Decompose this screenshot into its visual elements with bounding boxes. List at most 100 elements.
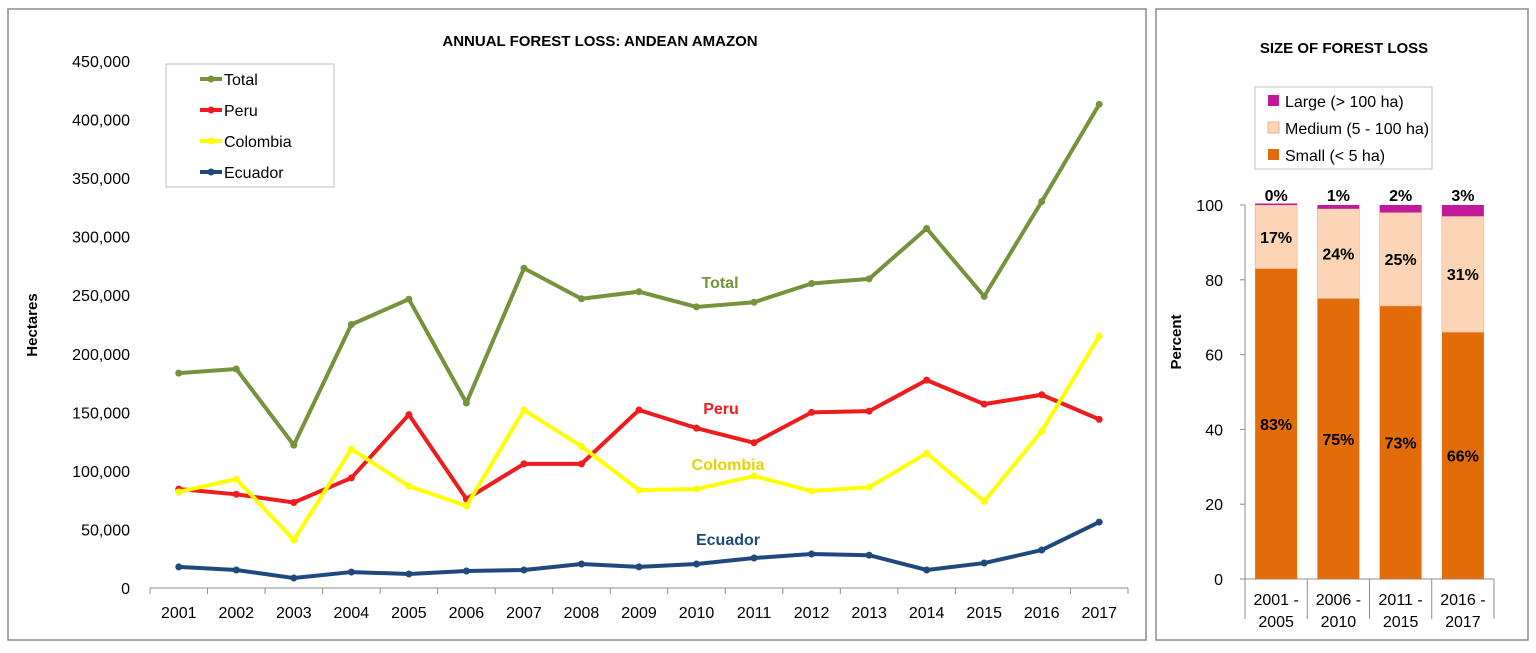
data-point-total bbox=[635, 288, 643, 296]
bar-segment-0 bbox=[1317, 298, 1360, 579]
y-tick-label: 150,000 bbox=[72, 405, 130, 422]
y-axis-label: Hectares bbox=[24, 293, 41, 356]
y-tick-label: 300,000 bbox=[72, 230, 130, 247]
data-point-ecuador bbox=[405, 570, 413, 578]
legend-marker-colombia bbox=[207, 137, 215, 145]
bar-segment-1 bbox=[1441, 215, 1485, 333]
y-tick-label: 350,000 bbox=[72, 171, 130, 188]
x-tick-label: 2003 bbox=[276, 605, 312, 622]
y-tick-label: 200,000 bbox=[72, 347, 130, 364]
x-tick-label: 2008 bbox=[564, 605, 600, 622]
y-tick-label: 450,000 bbox=[72, 54, 130, 71]
data-point-peru bbox=[865, 407, 873, 415]
data-point-peru bbox=[347, 474, 355, 482]
series-label-colombia: Colombia bbox=[692, 457, 765, 474]
data-point-colombia bbox=[635, 486, 643, 494]
data-point-total bbox=[1038, 198, 1046, 206]
x-tick-label: 2006 bbox=[449, 605, 485, 622]
data-point-peru bbox=[923, 376, 931, 384]
y-tick-label: 40 bbox=[1205, 422, 1223, 439]
bar-segment-2 bbox=[1255, 203, 1298, 205]
bar-segment-0 bbox=[1441, 332, 1484, 579]
data-point-ecuador bbox=[1095, 518, 1103, 526]
data-point-total bbox=[980, 292, 988, 300]
legend-marker-ecuador bbox=[207, 168, 215, 176]
legend-box bbox=[1254, 86, 1433, 170]
data-point-peru bbox=[750, 439, 758, 447]
series-label-total: Total bbox=[701, 275, 738, 292]
legend-marker-total bbox=[207, 75, 215, 83]
data-point-total bbox=[865, 275, 873, 283]
bar-segment-1 bbox=[1379, 212, 1422, 307]
data-label: 66% bbox=[1447, 449, 1479, 466]
chart-title: SIZE OF FOREST LOSS bbox=[1260, 40, 1428, 57]
data-point-ecuador bbox=[347, 568, 355, 576]
data-point-ecuador bbox=[232, 566, 240, 574]
data-point-ecuador bbox=[923, 566, 931, 574]
data-label: 83% bbox=[1260, 417, 1292, 434]
data-point-colombia bbox=[290, 536, 298, 544]
data-point-colombia bbox=[520, 406, 528, 414]
data-label: 24% bbox=[1322, 247, 1354, 264]
x-tick-label: 2002 bbox=[218, 605, 254, 622]
data-point-peru bbox=[520, 460, 528, 468]
data-point-colombia bbox=[232, 475, 240, 483]
y-tick-label: 100 bbox=[1196, 198, 1223, 215]
legend-label: Medium (5 - 100 ha) bbox=[1285, 121, 1429, 138]
bar-segment-0 bbox=[1255, 268, 1298, 579]
data-point-total bbox=[290, 441, 298, 449]
data-point-colombia bbox=[347, 445, 355, 453]
y-tick-label: 50,000 bbox=[81, 522, 130, 539]
x-tick-label: 2001 - bbox=[1253, 592, 1298, 609]
chart-title: ANNUAL FOREST LOSS: ANDEAN AMAZON bbox=[442, 33, 757, 50]
data-point-total bbox=[462, 399, 470, 407]
data-point-ecuador bbox=[865, 551, 873, 559]
x-tick-label: 2010 bbox=[1321, 614, 1357, 631]
legend-swatch bbox=[1267, 121, 1280, 134]
x-tick-label: 2005 bbox=[391, 605, 427, 622]
y-tick-label: 80 bbox=[1205, 273, 1223, 290]
data-point-colombia bbox=[462, 502, 470, 510]
data-label: 31% bbox=[1447, 267, 1479, 284]
x-tick-label: 2006 - bbox=[1316, 592, 1361, 609]
data-point-colombia bbox=[577, 442, 585, 450]
data-point-peru bbox=[635, 406, 643, 414]
x-tick-label: 2014 bbox=[909, 605, 945, 622]
series-label-peru: Peru bbox=[703, 401, 739, 418]
data-point-ecuador bbox=[1038, 546, 1046, 554]
bar-segment-0 bbox=[1379, 305, 1422, 579]
data-point-peru bbox=[290, 499, 298, 507]
data-label: 3% bbox=[1451, 188, 1474, 205]
legend-marker-peru bbox=[207, 106, 215, 114]
data-point-colombia bbox=[405, 482, 413, 490]
y-tick-label: 60 bbox=[1205, 348, 1223, 365]
data-point-ecuador bbox=[693, 560, 701, 568]
legend-swatch bbox=[1268, 95, 1279, 106]
data-label: 17% bbox=[1260, 230, 1292, 247]
bar-segment-2 bbox=[1441, 205, 1484, 217]
x-tick-label: 2004 bbox=[334, 605, 370, 622]
data-label: 75% bbox=[1322, 432, 1354, 449]
x-tick-label: 2017 bbox=[1081, 605, 1117, 622]
data-point-total bbox=[520, 264, 528, 272]
data-point-ecuador bbox=[577, 560, 585, 568]
legend-label: Large (> 100 ha) bbox=[1285, 94, 1404, 111]
legend-label: Small (< 5 ha) bbox=[1285, 148, 1385, 165]
legend-label-peru: Peru bbox=[224, 103, 258, 120]
data-point-peru bbox=[693, 424, 701, 432]
data-point-total bbox=[923, 224, 931, 232]
bar-segment-1 bbox=[1254, 204, 1298, 269]
data-point-colombia bbox=[808, 487, 816, 495]
y-tick-label: 100,000 bbox=[72, 464, 130, 481]
x-tick-label: 2013 bbox=[851, 605, 887, 622]
data-label: 1% bbox=[1327, 188, 1350, 205]
data-point-ecuador bbox=[462, 567, 470, 575]
data-label: 0% bbox=[1265, 188, 1288, 205]
series-label-ecuador: Ecuador bbox=[696, 532, 760, 549]
data-point-ecuador bbox=[175, 563, 183, 571]
data-point-peru bbox=[980, 400, 988, 408]
x-tick-label: 2016 - bbox=[1440, 592, 1485, 609]
legend-box bbox=[165, 63, 335, 188]
x-tick-label: 2010 bbox=[679, 605, 715, 622]
